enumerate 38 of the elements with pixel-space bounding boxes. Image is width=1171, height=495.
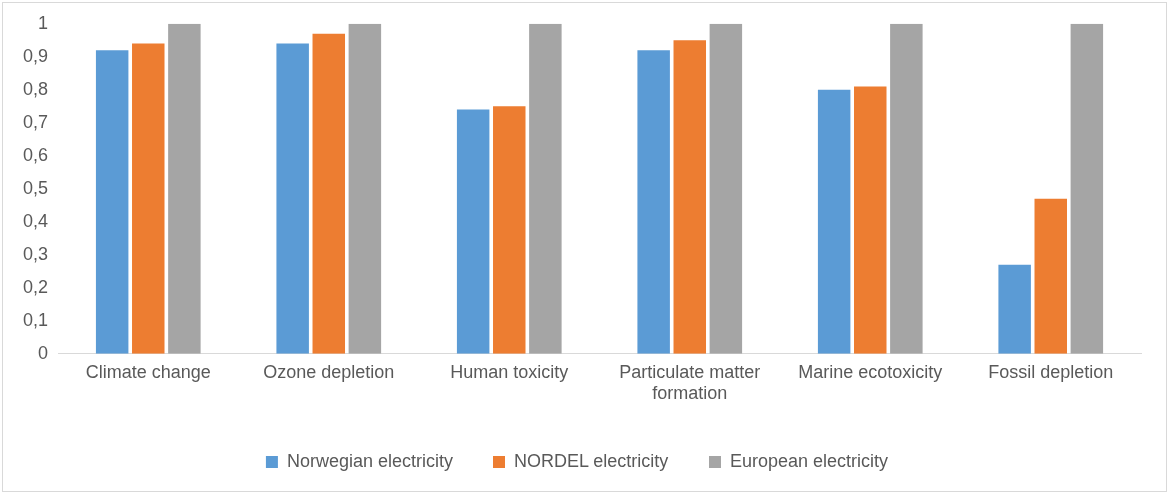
y-tick-label: 0,9 xyxy=(22,45,49,66)
x-tick-label: Marine ecotoxicity xyxy=(798,361,943,382)
y-tick-label: 0,5 xyxy=(22,177,49,198)
bar xyxy=(1070,23,1104,354)
y-tick-label: 0 xyxy=(38,342,49,363)
bar xyxy=(132,43,165,354)
x-tick-label: Fossil depletion xyxy=(988,361,1114,382)
x-tick-label: Particulate matter formation xyxy=(619,361,761,404)
bar xyxy=(890,23,923,354)
y-tick-label: 0,3 xyxy=(22,243,49,264)
bar xyxy=(312,33,346,354)
bar xyxy=(637,50,670,354)
bar xyxy=(456,109,490,354)
bar xyxy=(168,23,201,354)
y-tick-label: 0,4 xyxy=(22,210,49,231)
bar xyxy=(276,43,309,354)
y-tick-label: 0,6 xyxy=(22,144,49,165)
y-tick-label: 0,2 xyxy=(22,276,49,297)
bar xyxy=(817,89,851,354)
y-tick-label: 0,1 xyxy=(22,309,49,330)
bar xyxy=(854,86,887,354)
bar xyxy=(1034,198,1067,354)
y-tick-label: 0,8 xyxy=(22,78,49,99)
bar xyxy=(95,50,129,354)
bar xyxy=(998,264,1031,354)
x-tick-label: Human toxicity xyxy=(450,361,569,382)
x-tick-label: Ozone depletion xyxy=(263,361,395,382)
bar xyxy=(493,106,526,354)
legend-label: Norwegian electricity xyxy=(286,450,453,471)
legend-label: European electricity xyxy=(730,450,889,471)
x-tick-label: Climate change xyxy=(85,361,211,382)
bar xyxy=(529,23,562,354)
bar xyxy=(709,23,743,354)
y-tick-label: 1 xyxy=(38,12,49,33)
bar xyxy=(673,40,706,354)
bar xyxy=(348,23,382,354)
legend-label: NORDEL electricity xyxy=(513,450,669,471)
y-tick-label: 0,7 xyxy=(22,111,49,132)
